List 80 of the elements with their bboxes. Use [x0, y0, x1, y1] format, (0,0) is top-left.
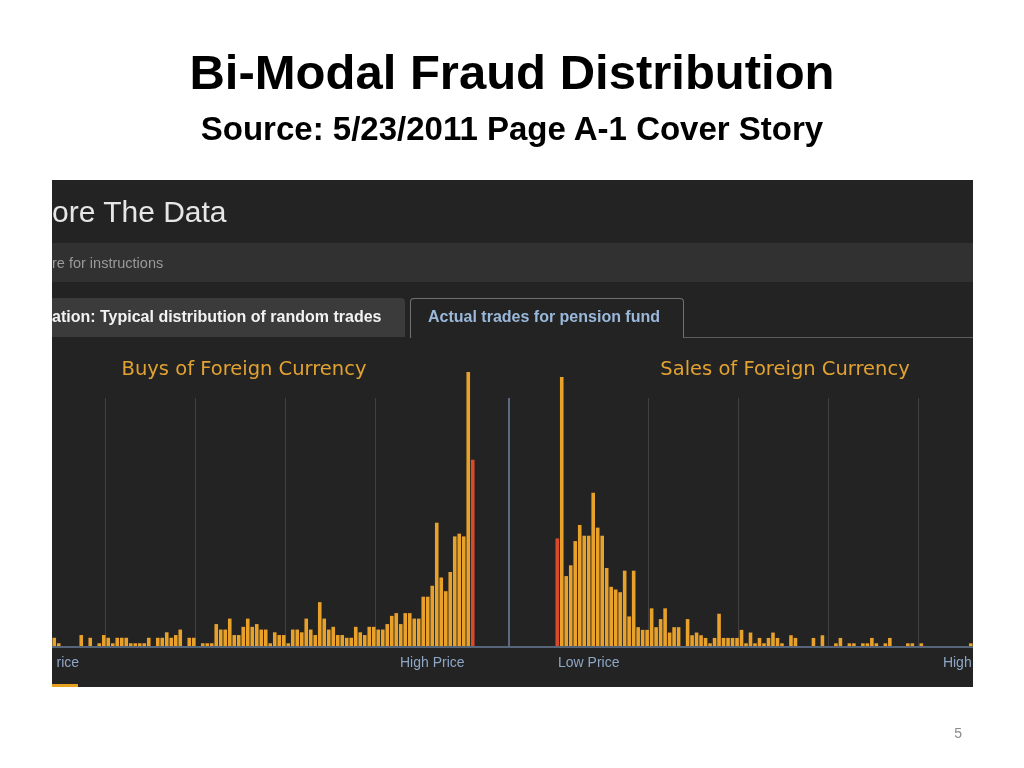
- bar: [376, 629, 381, 646]
- bar: [434, 522, 439, 646]
- text: Source: 5/23/2011 Page A-1 Cover Story: [200, 110, 824, 147]
- bar: [353, 626, 358, 646]
- bar: [164, 632, 169, 646]
- bar: [254, 624, 259, 646]
- bar: [394, 613, 399, 646]
- bar: [910, 643, 915, 646]
- bar: [577, 524, 582, 646]
- bar: [115, 637, 120, 646]
- bar: [870, 637, 874, 646]
- bar: [146, 637, 151, 646]
- bar: [403, 613, 408, 646]
- bar: [389, 615, 394, 646]
- x-tick-label: Low Price: [557, 654, 620, 671]
- bar: [888, 637, 892, 646]
- bar: [421, 596, 426, 646]
- bar: [133, 643, 138, 646]
- bar: [407, 613, 412, 646]
- bar: [717, 613, 721, 646]
- text: re for instructions: [52, 254, 164, 273]
- text: 5: [954, 724, 962, 742]
- chart-title: Buys of Foreign Currency: [121, 357, 367, 380]
- text: Bi-Modal Fraud Distribution: [189, 45, 835, 99]
- bar: [789, 635, 793, 646]
- bar: [968, 643, 973, 646]
- bar: [88, 637, 93, 646]
- bar: [191, 637, 196, 646]
- bar: [771, 632, 775, 646]
- bar: [245, 618, 250, 646]
- bar: [295, 629, 300, 646]
- bar: [155, 637, 160, 646]
- bar: [214, 624, 219, 646]
- bar: [290, 629, 295, 646]
- bar: [555, 538, 560, 646]
- bar: [124, 637, 129, 646]
- bar: [178, 629, 183, 646]
- chart-title: Sales of Foreign Currency: [660, 357, 910, 380]
- bar: [277, 635, 282, 646]
- bar: [340, 635, 345, 646]
- bar: [317, 602, 322, 646]
- bar: [205, 643, 210, 646]
- bar: [281, 635, 286, 646]
- bar: [52, 637, 57, 646]
- bar: [79, 635, 84, 646]
- bar: [861, 643, 865, 646]
- bar: [906, 643, 910, 646]
- bar: [672, 627, 676, 646]
- text: Actual trades for pension fund: [428, 307, 661, 327]
- text: ation: Typical distribution of random trades: [52, 307, 382, 327]
- x-tick-label: High Price: [399, 654, 465, 671]
- bar: [466, 372, 471, 646]
- x-tick-label: rice: [56, 654, 80, 671]
- bar: [367, 626, 372, 646]
- bar: [726, 637, 730, 646]
- bar: [187, 637, 192, 646]
- bar: [344, 637, 349, 646]
- bar: [663, 608, 667, 646]
- bar: [200, 643, 205, 646]
- bar: [457, 533, 462, 646]
- bar: [101, 635, 106, 646]
- bar: [919, 643, 924, 646]
- text: ore The Data: [52, 194, 227, 230]
- bar: [263, 629, 268, 646]
- bar: [137, 643, 142, 646]
- bar: [452, 536, 457, 646]
- bar: [227, 618, 232, 646]
- x-tick-label: High: [942, 654, 972, 671]
- bar: [119, 637, 124, 646]
- bar: [272, 632, 277, 646]
- bar: [371, 626, 376, 646]
- bar: [847, 643, 852, 646]
- bar: [304, 618, 309, 646]
- bar: [852, 643, 856, 646]
- bar: [106, 637, 111, 646]
- bar: [591, 492, 595, 646]
- bar: [559, 377, 564, 646]
- bar: [331, 626, 336, 646]
- bar: [470, 459, 475, 646]
- bar: [699, 635, 703, 646]
